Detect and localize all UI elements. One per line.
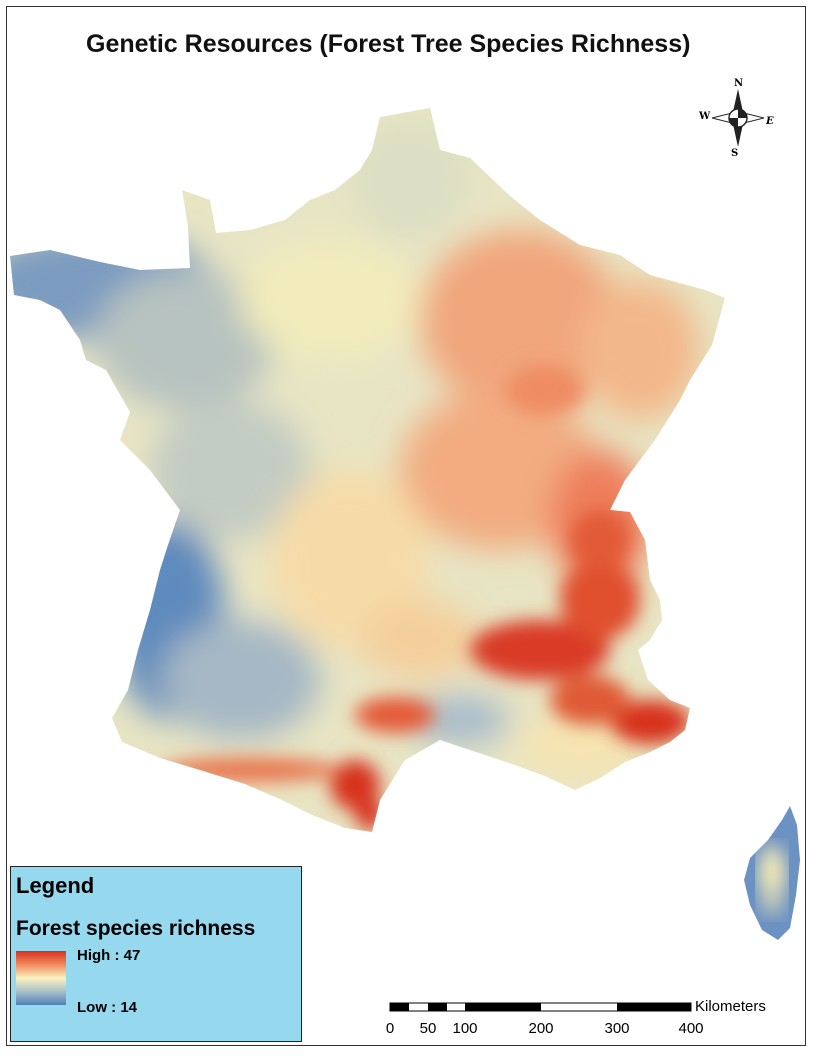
legend-box: Legend Forest species richness High : 47… (10, 866, 302, 1042)
map-frame (6, 6, 806, 1046)
legend-subtitle: Forest species richness (16, 917, 256, 940)
ramp-high-label: High : 47 (77, 947, 141, 964)
compass-n-label: N (734, 78, 744, 89)
compass-s-label: S (731, 148, 739, 159)
scale-tick-label: 50 (419, 1020, 437, 1037)
france-richness-raster (10, 108, 725, 832)
compass-e-label: E (766, 116, 774, 127)
scale-tick-label: 200 (528, 1020, 554, 1037)
color-ramp (16, 951, 66, 1005)
ramp-low-label: Low : 14 (77, 999, 138, 1016)
map-title: Genetic Resources (Forest Tree Species R… (86, 30, 691, 58)
scale-tick-label: 300 (604, 1020, 630, 1037)
scale-tick-label: 100 (452, 1020, 478, 1037)
north-arrow-icon (711, 89, 765, 147)
scale-bar (389, 1002, 692, 1012)
scale-tick-label: 400 (678, 1020, 704, 1037)
scale-tick-label: 0 (385, 1020, 395, 1037)
legend-title: Legend (16, 873, 95, 898)
scale-unit-label: Kilometers (695, 998, 766, 1015)
corsica-richness-raster (744, 806, 800, 940)
compass-w-label: W (699, 111, 711, 122)
